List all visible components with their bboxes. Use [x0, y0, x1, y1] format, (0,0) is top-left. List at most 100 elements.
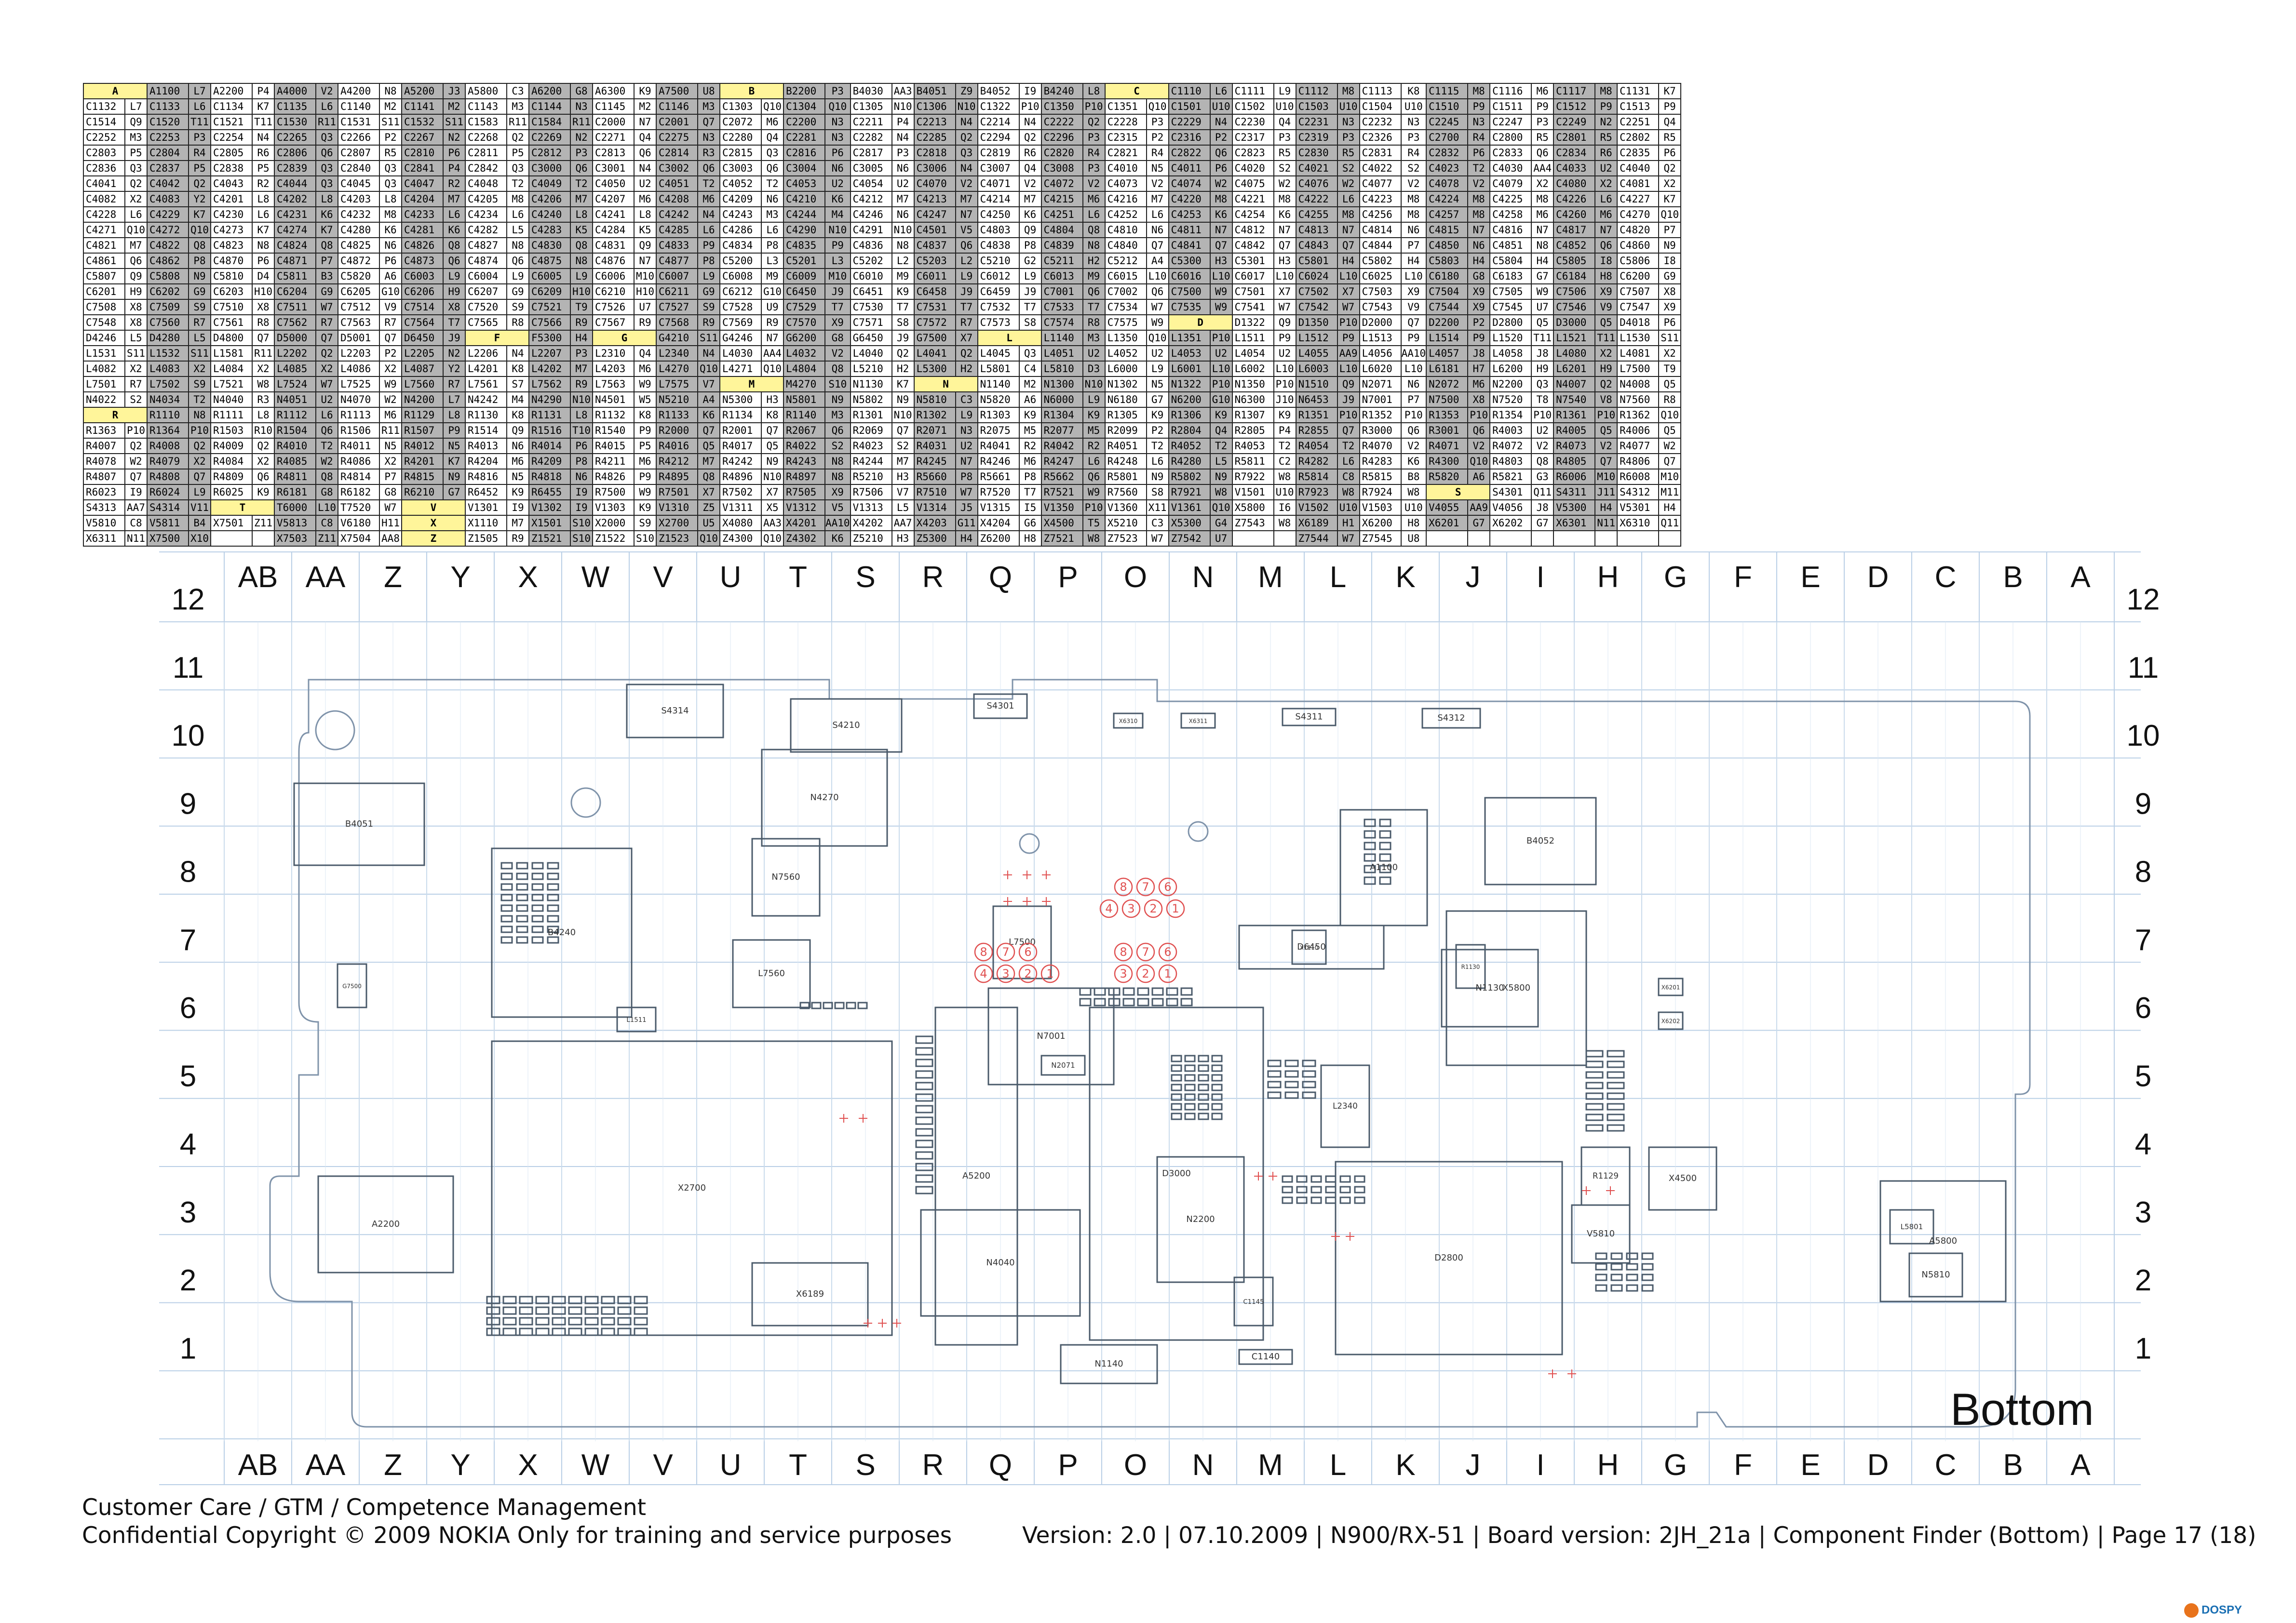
finder-grid-location: V2: [1594, 438, 1618, 454]
finder-component-ref: R4010: [274, 438, 316, 454]
grid-column-label: I: [1536, 1449, 1544, 1482]
finder-component-ref: C2833: [1489, 145, 1532, 161]
finder-component-ref: R4011: [338, 438, 380, 454]
finder-component-ref: C7520: [465, 299, 507, 315]
finder-grid-location: P3: [1337, 129, 1360, 146]
finder-grid-location: V2: [1531, 438, 1554, 454]
passive-component: [617, 1296, 632, 1304]
finder-component-ref: C4232: [338, 206, 380, 223]
test-point: [1158, 964, 1177, 983]
finder-component-ref: C4223: [1359, 191, 1402, 207]
finder-grid-location: M4: [824, 206, 851, 223]
finder-component-ref: C7545: [1489, 299, 1532, 315]
finder-component-ref: N1350: [1231, 376, 1274, 392]
finder-component-ref: L6000: [1104, 361, 1147, 377]
finder-component-ref: R4054: [1295, 438, 1338, 454]
finder-grid-location: N9: [1658, 237, 1682, 254]
grid-row-label: 2: [180, 1264, 196, 1297]
finder-component-ref: C4080: [1553, 175, 1596, 192]
test-point-marker: [1023, 897, 1031, 906]
finder-component-ref: G6200: [783, 330, 825, 346]
finder-grid-location: K6: [697, 407, 720, 423]
finder-component-ref: N7560: [1617, 391, 1660, 408]
finder-component-ref: L4054: [1231, 345, 1274, 362]
finder-component-ref: C7530: [850, 299, 892, 315]
finder-grid-location: Q11: [1658, 515, 1682, 531]
grid-column-label: B: [2003, 561, 2023, 594]
finder-grid-location: L6: [315, 98, 338, 115]
finder-component-ref: V1301: [465, 499, 507, 516]
finder-grid-location: Q9: [634, 237, 657, 254]
grid-row-label: 8: [180, 856, 196, 889]
finder-grid-location: Q8: [1531, 453, 1554, 469]
test-point-marker: [1269, 1172, 1277, 1180]
finder-component-ref: C5200: [719, 253, 762, 269]
finder-grid-location: M9: [761, 268, 784, 284]
finder-component-ref: M4270: [783, 376, 825, 392]
finder-grid-location: B4: [188, 515, 211, 531]
finder-grid-location: M6: [1082, 191, 1106, 207]
grid-row-label: 4: [180, 1128, 196, 1161]
finder-component-ref: C1135: [274, 98, 316, 115]
finder-grid-location: P3: [570, 345, 593, 362]
finder-component-ref: R4023: [850, 438, 892, 454]
finder-grid-location: N3: [570, 98, 593, 115]
finder-section-letter: V: [401, 499, 466, 516]
finder-component-ref: C5810: [210, 268, 253, 284]
finder-grid-location: W2: [1209, 175, 1233, 192]
finder-component-ref: C1511: [1489, 98, 1532, 115]
component-label: N5810: [1921, 1270, 1950, 1280]
finder-grid-location: H11: [379, 515, 402, 531]
finder-component-ref: C4285: [656, 222, 698, 238]
finder-grid-location: J9: [443, 330, 466, 346]
finder-component-ref: X6202: [1489, 515, 1532, 531]
finder-grid-location: P10: [124, 422, 148, 439]
passive-component: [1122, 987, 1135, 996]
finder-grid-location: N3: [1400, 114, 1427, 130]
finder-component-ref: R4017: [719, 438, 762, 454]
finder-grid-location: K8: [506, 361, 529, 377]
finder-grid-location: L6: [1209, 83, 1233, 99]
finder-grid-location: T9: [1658, 361, 1682, 377]
finder-row: C4861 Q6 C4862 P8 C4870 P6 C4871 P7 C4872 P6 C4873…: [83, 253, 1682, 269]
finder-grid-location: L6: [124, 206, 148, 223]
finder-grid-location: S11: [1658, 330, 1682, 346]
finder-component-ref: R2099: [1104, 422, 1147, 439]
finder-grid-location: M8: [1467, 83, 1491, 99]
grid-column-label: Q: [989, 561, 1012, 594]
finder-grid-location: N7: [634, 114, 657, 130]
component-label: S4312: [1437, 713, 1465, 723]
finder-component-ref: C1513: [1617, 98, 1660, 115]
finder-grid-location: P3: [1400, 129, 1427, 146]
finder-grid-location: T8: [1531, 391, 1554, 408]
finder-grid-location: N4: [955, 160, 978, 176]
finder-grid-location: B8: [1400, 469, 1427, 485]
finder-component-ref: C2245: [1426, 114, 1469, 130]
finder-grid-location: T7: [443, 314, 466, 331]
finder-section-letter: F: [465, 330, 529, 346]
finder-component-ref: R4245: [913, 453, 956, 469]
finder-grid-location: AA10: [824, 515, 851, 531]
finder-grid-location: W8: [1209, 484, 1233, 500]
finder-component-ref: L1520: [1489, 330, 1532, 346]
finder-grid-location: R11: [315, 114, 338, 130]
finder-component-ref: V5300: [1553, 499, 1596, 516]
finder-grid-location: Q3: [1018, 345, 1042, 362]
passive-component: [502, 1306, 517, 1315]
finder-grid-location: S7: [506, 376, 529, 392]
test-point-label: 4: [1105, 902, 1112, 915]
finder-component-ref: C4230: [210, 206, 253, 223]
finder-grid-location: H3: [891, 530, 915, 547]
component-label: X6201: [1661, 984, 1680, 991]
finder-grid-location: U2: [634, 175, 657, 192]
finder-grid-location: N8: [188, 407, 211, 423]
finder-grid-location: V11: [188, 499, 211, 516]
finder-component-ref: C2816: [783, 145, 825, 161]
finder-grid-location: P10: [1082, 499, 1106, 516]
finder-row: C2803 P5 C2804 R4 C2805 R6 C2806 Q6 C2807 R5 C2810…: [83, 145, 1682, 161]
finder-component-ref: C2315: [1104, 129, 1147, 146]
finder-grid-location: L8: [570, 407, 593, 423]
finder-grid-location: L10: [1146, 268, 1169, 284]
finder-grid-location: R4: [1146, 145, 1169, 161]
finder-component-ref: C4204: [401, 191, 444, 207]
